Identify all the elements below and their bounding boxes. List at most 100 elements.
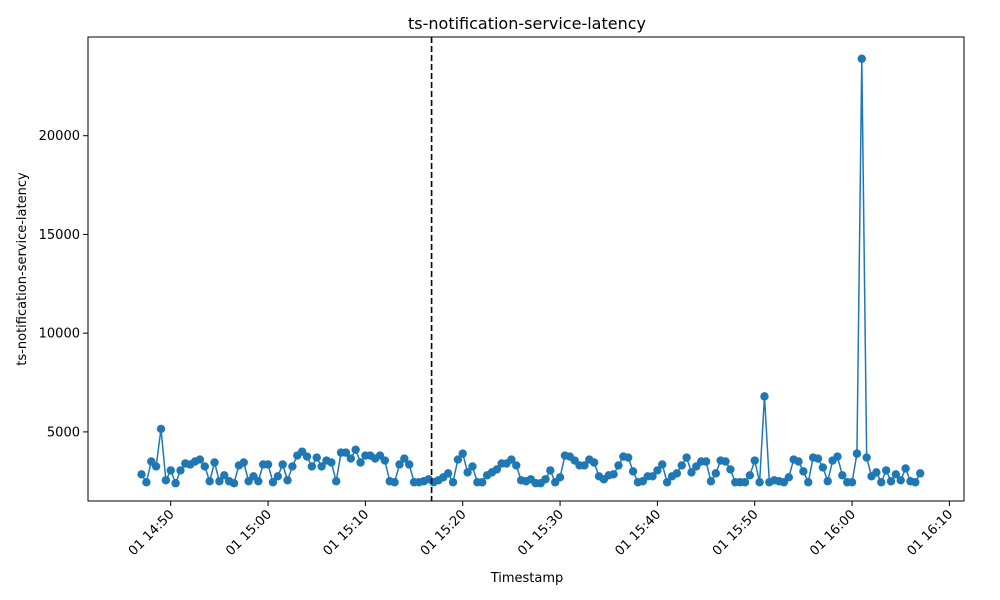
data-point: [200, 462, 209, 471]
data-point: [463, 468, 472, 477]
data-point: [580, 461, 589, 470]
data-point: [176, 466, 185, 475]
data-point: [341, 448, 351, 457]
chart-title: ts-notification-service-latency: [408, 14, 646, 33]
data-point: [229, 479, 239, 488]
data-point: [745, 471, 755, 480]
data-point: [896, 476, 905, 485]
data-point: [453, 455, 463, 464]
data-point: [862, 453, 871, 462]
data-point: [468, 462, 477, 471]
data-point: [589, 458, 599, 467]
data-point: [166, 466, 175, 475]
data-point: [658, 460, 667, 469]
data-point: [546, 466, 555, 475]
data-point: [662, 478, 672, 487]
data-point: [405, 460, 414, 469]
data-point: [278, 460, 287, 469]
data-point: [507, 455, 516, 464]
data-point: [171, 479, 180, 488]
data-point: [512, 461, 521, 470]
data-point: [872, 468, 881, 477]
data-point: [653, 466, 662, 475]
data-point: [263, 460, 273, 469]
data-point: [624, 453, 633, 462]
data-point: [760, 392, 769, 401]
data-point: [614, 461, 623, 470]
data-point: [142, 478, 151, 487]
data-point: [478, 478, 487, 487]
data-point: [151, 462, 161, 471]
data-point: [609, 470, 618, 479]
data-point: [273, 472, 282, 481]
y-tick-label: 5000: [47, 425, 80, 440]
data-point: [555, 473, 565, 482]
data-point: [813, 454, 823, 463]
data-point: [312, 453, 321, 462]
data-point: [161, 476, 171, 485]
y-tick-label: 20000: [39, 129, 80, 144]
data-point: [351, 445, 360, 454]
data-point: [628, 467, 638, 476]
data-point: [541, 475, 550, 484]
data-point: [254, 477, 263, 486]
data-point: [205, 477, 214, 486]
data-point: [740, 478, 750, 487]
data-point: [886, 477, 896, 486]
data-point: [302, 452, 312, 461]
data-point: [332, 477, 341, 486]
data-point: [847, 478, 857, 487]
data-point: [687, 468, 696, 477]
data-point: [852, 449, 862, 458]
data-point: [346, 454, 355, 463]
data-point: [916, 469, 925, 478]
data-point: [833, 452, 842, 461]
data-point: [755, 478, 764, 487]
data-point: [823, 477, 832, 486]
data-point: [750, 456, 759, 465]
data-point: [911, 478, 920, 487]
data-point: [215, 477, 224, 486]
data-point: [356, 458, 365, 467]
data-point: [804, 478, 813, 487]
data-point: [877, 478, 886, 487]
data-point: [726, 465, 735, 474]
data-point: [794, 457, 803, 466]
data-point: [721, 457, 730, 466]
data-point: [458, 449, 467, 458]
y-tick-label: 10000: [39, 327, 80, 342]
y-axis-title: ts-notification-service-latency: [15, 172, 30, 366]
data-point: [390, 478, 399, 487]
data-point: [799, 467, 808, 476]
data-point: [239, 458, 248, 467]
data-point: [711, 469, 720, 478]
data-point: [682, 453, 691, 462]
data-point: [901, 464, 910, 473]
y-tick-label: 15000: [39, 228, 80, 243]
data-point: [672, 469, 682, 478]
data-point: [443, 469, 453, 478]
data-point: [701, 457, 711, 466]
data-point: [706, 477, 716, 486]
plot-area-frame: [87, 36, 965, 502]
data-point: [268, 478, 278, 487]
data-point: [380, 456, 390, 465]
data-point: [677, 461, 686, 470]
data-point: [137, 470, 146, 479]
data-point: [395, 460, 404, 469]
data-point: [448, 478, 458, 487]
data-point: [210, 458, 219, 467]
data-point: [156, 424, 166, 434]
data-point: [283, 476, 292, 485]
data-point: [307, 462, 317, 471]
data-point: [220, 471, 229, 480]
data-point: [838, 471, 847, 480]
data-point: [327, 458, 336, 467]
data-point: [400, 454, 409, 463]
data-point: [648, 472, 657, 481]
data-point: [891, 470, 901, 479]
data-point: [195, 455, 205, 464]
data-point: [288, 462, 297, 471]
